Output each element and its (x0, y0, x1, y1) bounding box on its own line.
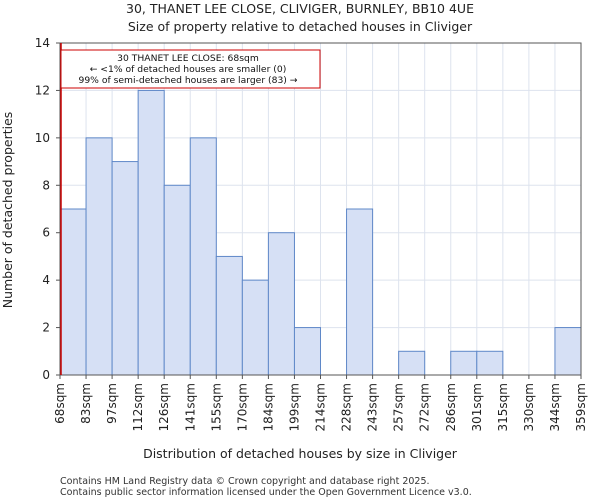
histogram-bar (137, 89, 165, 376)
annotation-line-3: 99% of semi-detached houses are larger (… (78, 75, 297, 86)
x-tick-label: 199sqm (287, 383, 301, 431)
histogram-bar (111, 161, 139, 376)
histogram-bar (85, 137, 113, 376)
x-tick-label: 83sqm (79, 383, 93, 424)
x-axis-label: Distribution of detached houses by size … (143, 446, 458, 461)
chart-title: 30, THANET LEE CLOSE, CLIVIGER, BURNLEY,… (126, 1, 474, 16)
x-tick-label: 257sqm (392, 383, 406, 431)
y-tick-label: 14 (35, 36, 50, 50)
x-tick-label: 141sqm (183, 383, 197, 431)
annotation-line-1: 30 THANET LEE CLOSE: 68sqm (117, 53, 259, 64)
footer-line-2: Contains public sector information licen… (60, 487, 472, 498)
x-tick-label: 272sqm (418, 383, 432, 431)
x-tick-label: 97sqm (105, 383, 119, 424)
annotation-frame (60, 49, 321, 89)
annotation-box: 30 THANET LEE CLOSE: 68sqm ← <1% of deta… (60, 49, 321, 89)
y-tick-label: 12 (35, 83, 50, 97)
y-tick-label: 6 (42, 226, 50, 240)
x-tick-label: 112sqm (131, 383, 145, 431)
x-tick-label: 155sqm (209, 383, 223, 431)
histogram-bar (241, 279, 269, 376)
histogram-bar (346, 208, 374, 376)
histogram-bar (554, 327, 582, 376)
x-tick-labels: 68sqm 83sqm 97sqm 112sqm 126sqm 141sqm 155sqm 1… (53, 375, 588, 431)
histogram-bar (450, 350, 478, 376)
y-tick-label: 8 (42, 178, 50, 192)
histogram-bar (59, 208, 87, 376)
x-tick-label: 344sqm (548, 383, 562, 431)
x-tick-label: 243sqm (366, 383, 380, 431)
y-tick-label: 0 (42, 368, 50, 382)
chart-subtitle: Size of property relative to detached ho… (128, 19, 473, 34)
x-tick-label: 286sqm (444, 383, 458, 431)
y-tick-labels: 0 2 4 6 8 10 12 14 (35, 36, 60, 382)
x-tick-label: 228sqm (340, 383, 354, 431)
footer-line-1: Contains HM Land Registry data © Crown c… (60, 476, 430, 487)
x-tick-label: 330sqm (522, 383, 536, 431)
y-tick-label: 10 (35, 131, 50, 145)
x-tick-label: 214sqm (314, 383, 328, 431)
x-tick-label: 315sqm (496, 383, 510, 431)
x-tick-label: 170sqm (235, 383, 249, 431)
x-tick-label: 359sqm (574, 383, 588, 431)
histogram-bar (293, 327, 322, 376)
histogram-bar (476, 350, 504, 376)
annotation-line-2: ← <1% of detached houses are smaller (0) (90, 64, 287, 75)
x-tick-label: 184sqm (261, 383, 275, 431)
histogram-bar (267, 232, 295, 376)
bars (59, 89, 582, 376)
y-axis-label: Number of detached properties (0, 112, 15, 309)
x-tick-label: 68sqm (53, 383, 67, 424)
x-tick-label: 126sqm (157, 383, 171, 431)
y-tick-label: 2 (42, 321, 50, 335)
histogram-bar (215, 255, 243, 376)
histogram-bar (163, 184, 191, 376)
histogram-bar (189, 137, 217, 376)
y-tick-label: 4 (42, 273, 50, 287)
x-tick-label: 301sqm (470, 383, 484, 431)
histogram-bar (398, 350, 426, 376)
